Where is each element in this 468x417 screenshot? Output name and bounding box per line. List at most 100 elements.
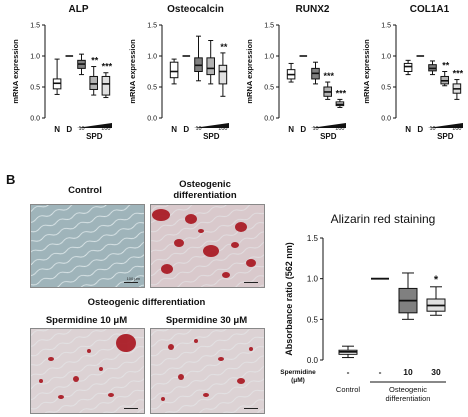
y-tick-label: 1.5 xyxy=(381,23,391,30)
x-group-label: SPD xyxy=(437,132,454,141)
x-tick-label: - xyxy=(379,367,382,377)
micrograph-osteogenic xyxy=(150,204,265,288)
chart-osteocalcin: Osteocalcin mRNA expression 0.0 0.5 1.0 1.5 N D… xyxy=(128,4,229,141)
x-tick-label: 100 xyxy=(335,126,344,132)
x-tick-label: D xyxy=(300,125,306,134)
x-tick-label: 10 xyxy=(403,367,413,377)
box xyxy=(89,75,98,90)
scale-bar xyxy=(244,407,258,409)
y-tick-label: 1.5 xyxy=(30,23,40,30)
y-tick-label: 0.0 xyxy=(381,116,391,123)
micrograph-spd30 xyxy=(150,328,265,414)
x-tick-label: D xyxy=(66,125,72,134)
box xyxy=(101,75,111,96)
x-tick-label: D xyxy=(183,125,189,134)
y-tick-label: 0.5 xyxy=(147,85,157,92)
micrograph-spd30-image xyxy=(151,329,264,413)
scale-bar xyxy=(124,281,138,283)
scale-bar-label: 100 μm xyxy=(126,276,140,281)
x-tick-label: 100 xyxy=(101,126,110,132)
y-tick-label: 1.5 xyxy=(264,23,274,30)
x-group-label: SPD xyxy=(320,132,337,141)
x-tick-label: 100 xyxy=(452,126,461,132)
micrograph-control: 100 μm xyxy=(30,204,145,288)
x-tick-label: 10 xyxy=(195,126,201,132)
photo-group-header: Osteogenic differentiation xyxy=(87,297,206,308)
x-tick-label: N xyxy=(405,125,411,134)
y-axis-label: mRNA expression xyxy=(11,39,20,104)
dose-wedge xyxy=(310,123,346,128)
significance-marker: ** xyxy=(91,56,99,66)
x-tick-label: N xyxy=(288,125,294,134)
y-axis-label: mRNA expression xyxy=(128,39,137,104)
x-tick-label: - xyxy=(347,367,350,377)
significance-marker: ** xyxy=(220,42,228,52)
y-tick-label: 1.0 xyxy=(264,54,274,61)
x-group-label: SPD xyxy=(203,132,220,141)
y-tick-label: 1.0 xyxy=(30,54,40,61)
group-label-control: Control xyxy=(336,385,361,394)
y-tick-label: 1.5 xyxy=(307,234,319,243)
group-label-osteogenic: Osteogenic xyxy=(389,385,427,394)
y-tick-label: 0.5 xyxy=(307,315,319,324)
y-axis-label: mRNA expression xyxy=(245,39,254,104)
significance-marker: *** xyxy=(453,69,464,79)
micrograph-spd10-image xyxy=(31,329,144,413)
dose-wedge xyxy=(193,123,229,128)
y-tick-label: 0.5 xyxy=(30,85,40,92)
photo-label-osteogenic: Osteogenic differentiation xyxy=(173,179,237,201)
y-tick-label: 1.0 xyxy=(307,275,319,284)
y-axis-label: Absorbance ratio (562 nm) xyxy=(284,242,294,356)
photo-label-spd10: Spermidine 10 μM xyxy=(45,315,128,326)
scale-bar xyxy=(124,407,138,409)
chart-col1a1: COL1A1 mRNA expression 0.0 0.5 1.0 1.5 N D 10 ***… xyxy=(362,4,464,141)
chart-alp: ALP mRNA expression 0.0 0.5 1.0 1.5 N D 10 ***** 1… xyxy=(11,4,113,141)
x-tick-label: D xyxy=(417,125,423,134)
dose-wedge xyxy=(76,123,112,128)
y-tick-label: 0.0 xyxy=(307,356,319,365)
chart-runx2: RUNX2 mRNA expression 0.0 0.5 1.0 1.5 N D 10 ****… xyxy=(245,4,347,141)
significance-marker: *** xyxy=(336,88,347,98)
y-tick-label: 1.5 xyxy=(147,23,157,30)
significance-marker: *** xyxy=(102,62,113,72)
chart-alizarin: Alizarin red staining Absorbance ratio (5… xyxy=(280,212,446,403)
y-tick-label: 0.0 xyxy=(264,116,274,123)
chart-title: Osteocalcin xyxy=(167,4,224,15)
chart-title: ALP xyxy=(69,4,89,15)
x-tick-label: 10 xyxy=(429,126,435,132)
micrograph-control-image xyxy=(31,205,144,287)
x-tick-label: 10 xyxy=(312,126,318,132)
y-tick-label: 0.0 xyxy=(147,116,157,123)
row-label: Spermidine xyxy=(280,369,316,376)
x-group-label: SPD xyxy=(86,132,103,141)
box xyxy=(218,64,228,85)
dose-wedge xyxy=(427,123,463,128)
row-label-unit: (μM) xyxy=(291,377,305,384)
significance-marker: * xyxy=(434,274,439,286)
significance-marker: *** xyxy=(323,71,334,81)
box xyxy=(169,61,179,79)
x-tick-label: 30 xyxy=(431,367,441,377)
x-tick-label: 10 xyxy=(78,126,84,132)
micrograph-spd10 xyxy=(30,328,145,414)
micrograph-osteogenic-image xyxy=(151,205,264,287)
group-label-osteogenic-2: differentiation xyxy=(386,394,431,403)
y-tick-label: 0.0 xyxy=(30,116,40,123)
y-tick-label: 1.0 xyxy=(381,54,391,61)
box xyxy=(403,62,413,72)
panel-label-b: B xyxy=(6,172,16,187)
x-tick-label: N xyxy=(54,125,60,134)
x-tick-label: 100 xyxy=(218,126,227,132)
chart-title: RUNX2 xyxy=(296,4,330,15)
y-axis-label: mRNA expression xyxy=(362,39,371,104)
significance-marker: ** xyxy=(442,61,450,71)
y-tick-label: 1.0 xyxy=(147,54,157,61)
x-tick-label: N xyxy=(171,125,177,134)
box xyxy=(206,57,215,76)
photo-label-spd30: Spermidine 30 μM xyxy=(165,315,248,326)
y-tick-label: 0.5 xyxy=(381,85,391,92)
scale-bar xyxy=(244,281,258,283)
chart-title: COL1A1 xyxy=(410,4,450,15)
photo-label-control: Control xyxy=(68,185,102,196)
y-tick-label: 0.5 xyxy=(264,85,274,92)
